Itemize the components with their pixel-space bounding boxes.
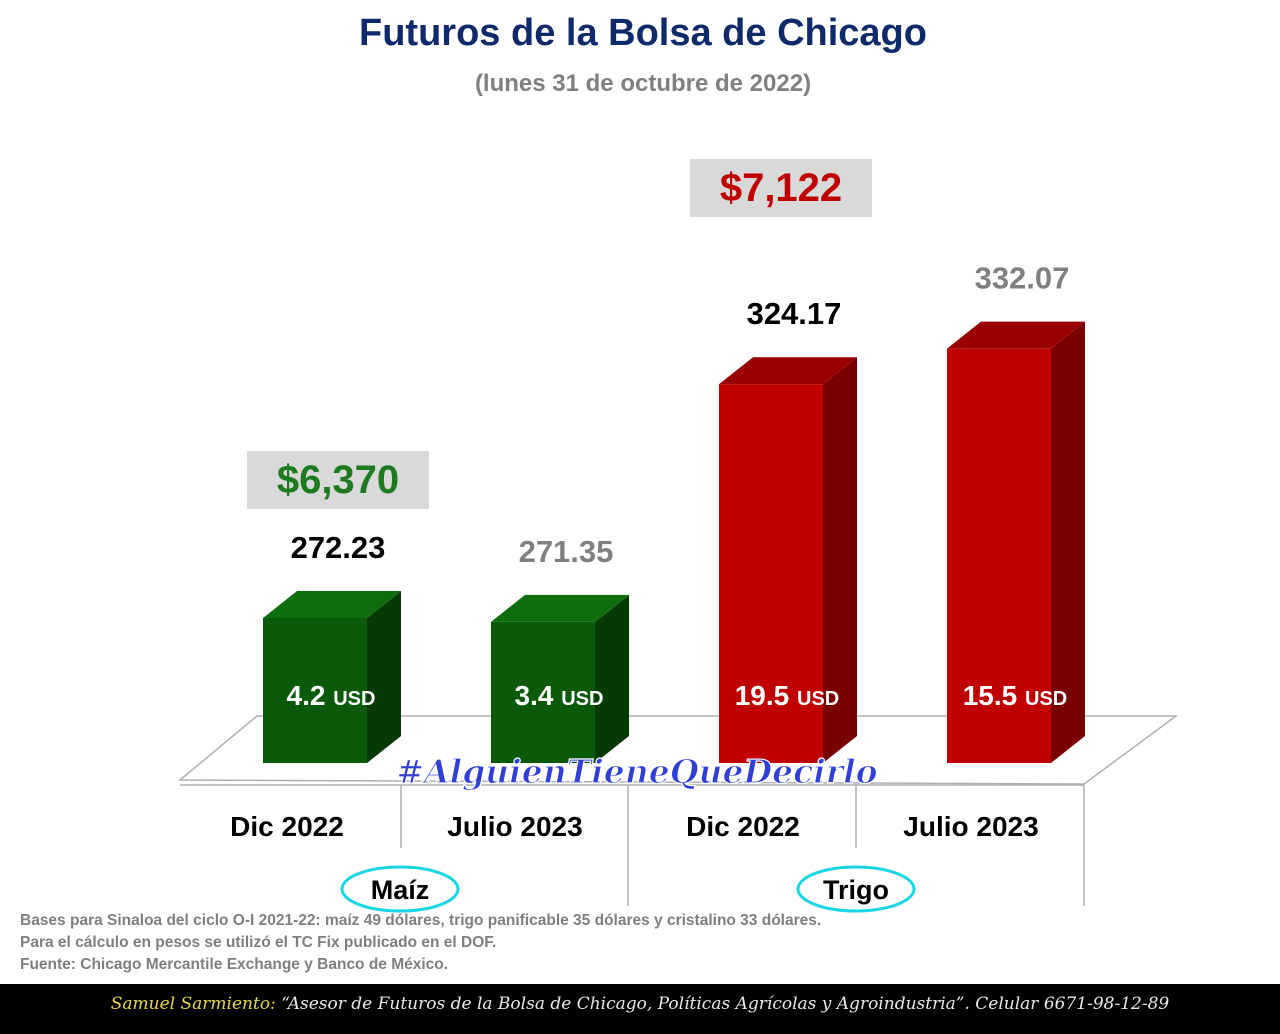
group-label: Trigo bbox=[823, 875, 889, 905]
note-tc: Para el cálculo en pesos se utilizó el T… bbox=[20, 934, 497, 951]
price-box-maiz: $6,370 bbox=[247, 451, 429, 509]
chart-subtitle: (lunes 31 de octubre de 2022) bbox=[474, 70, 812, 97]
price-trigo: $7,122 bbox=[719, 166, 843, 210]
base-unit: USD bbox=[561, 688, 603, 710]
bar-value-label: 271.35 bbox=[519, 534, 614, 569]
bar bbox=[947, 348, 1051, 763]
bar-value-label: 332.07 bbox=[975, 261, 1070, 296]
bar bbox=[263, 617, 367, 763]
footer-bar: Samuel Sarmiento: “Asesor de Futuros de … bbox=[0, 984, 1280, 1034]
bar-value-label: 272.23 bbox=[291, 530, 386, 565]
category-label: Julio 2023 bbox=[903, 811, 1038, 842]
chart-title: Futuros de la Bolsa de Chicago bbox=[359, 12, 927, 54]
watermark-hashtag: #AlguienTieneQueDecirlo bbox=[396, 752, 877, 791]
bar-side bbox=[823, 357, 857, 763]
chart-floor bbox=[177, 715, 1179, 785]
group-label: Maíz bbox=[371, 875, 430, 905]
base-unit: USD bbox=[333, 688, 375, 710]
note-source: Fuente: Chicago Mercantile Exchange y Ba… bbox=[20, 956, 449, 973]
footer-text: Samuel Sarmiento: “Asesor de Futuros de … bbox=[0, 994, 1280, 1014]
category-label: Dic 2022 bbox=[686, 811, 800, 842]
bar-top bbox=[263, 590, 401, 618]
category-label: Julio 2023 bbox=[447, 811, 582, 842]
base-unit: USD bbox=[1025, 688, 1067, 710]
footer-description: “Asesor de Futuros de la Bolsa de Chicag… bbox=[281, 994, 1170, 1014]
base-value: 15.5 bbox=[963, 680, 1025, 711]
bar-side bbox=[367, 590, 401, 763]
bar-top bbox=[491, 594, 629, 622]
price-box-trigo: $7,122 bbox=[690, 159, 872, 217]
bar-side bbox=[1051, 321, 1085, 763]
bar bbox=[491, 621, 595, 763]
bar-top bbox=[719, 357, 857, 385]
group-label-ellipse bbox=[340, 865, 460, 913]
base-value: 3.4 bbox=[515, 680, 562, 711]
bar-base-label: 4.2 USD bbox=[287, 680, 376, 711]
bar-value-label: 324.17 bbox=[747, 296, 842, 331]
bar-base-label: 19.5 USD bbox=[735, 680, 840, 711]
price-maiz: $6,370 bbox=[276, 458, 400, 502]
note-bases: Bases para Sinaloa del ciclo O-I 2021-22… bbox=[20, 912, 822, 929]
category-label: Dic 2022 bbox=[230, 811, 344, 842]
group-label-ellipse bbox=[796, 865, 916, 913]
base-unit: USD bbox=[797, 688, 839, 710]
bar-base-label: 15.5 USD bbox=[963, 680, 1068, 711]
bar-base-label: 3.4 USD bbox=[515, 680, 604, 711]
bar bbox=[719, 384, 823, 763]
bar-side bbox=[595, 594, 629, 763]
base-value: 4.2 bbox=[287, 680, 334, 711]
base-value: 19.5 bbox=[735, 680, 797, 711]
footer-author: Samuel Sarmiento: bbox=[110, 994, 276, 1014]
bar-top bbox=[947, 321, 1085, 349]
bar-chart: #AlguienTieneQueDecirlo 4.2 USD 272.23 Dic… bbox=[177, 261, 1179, 913]
